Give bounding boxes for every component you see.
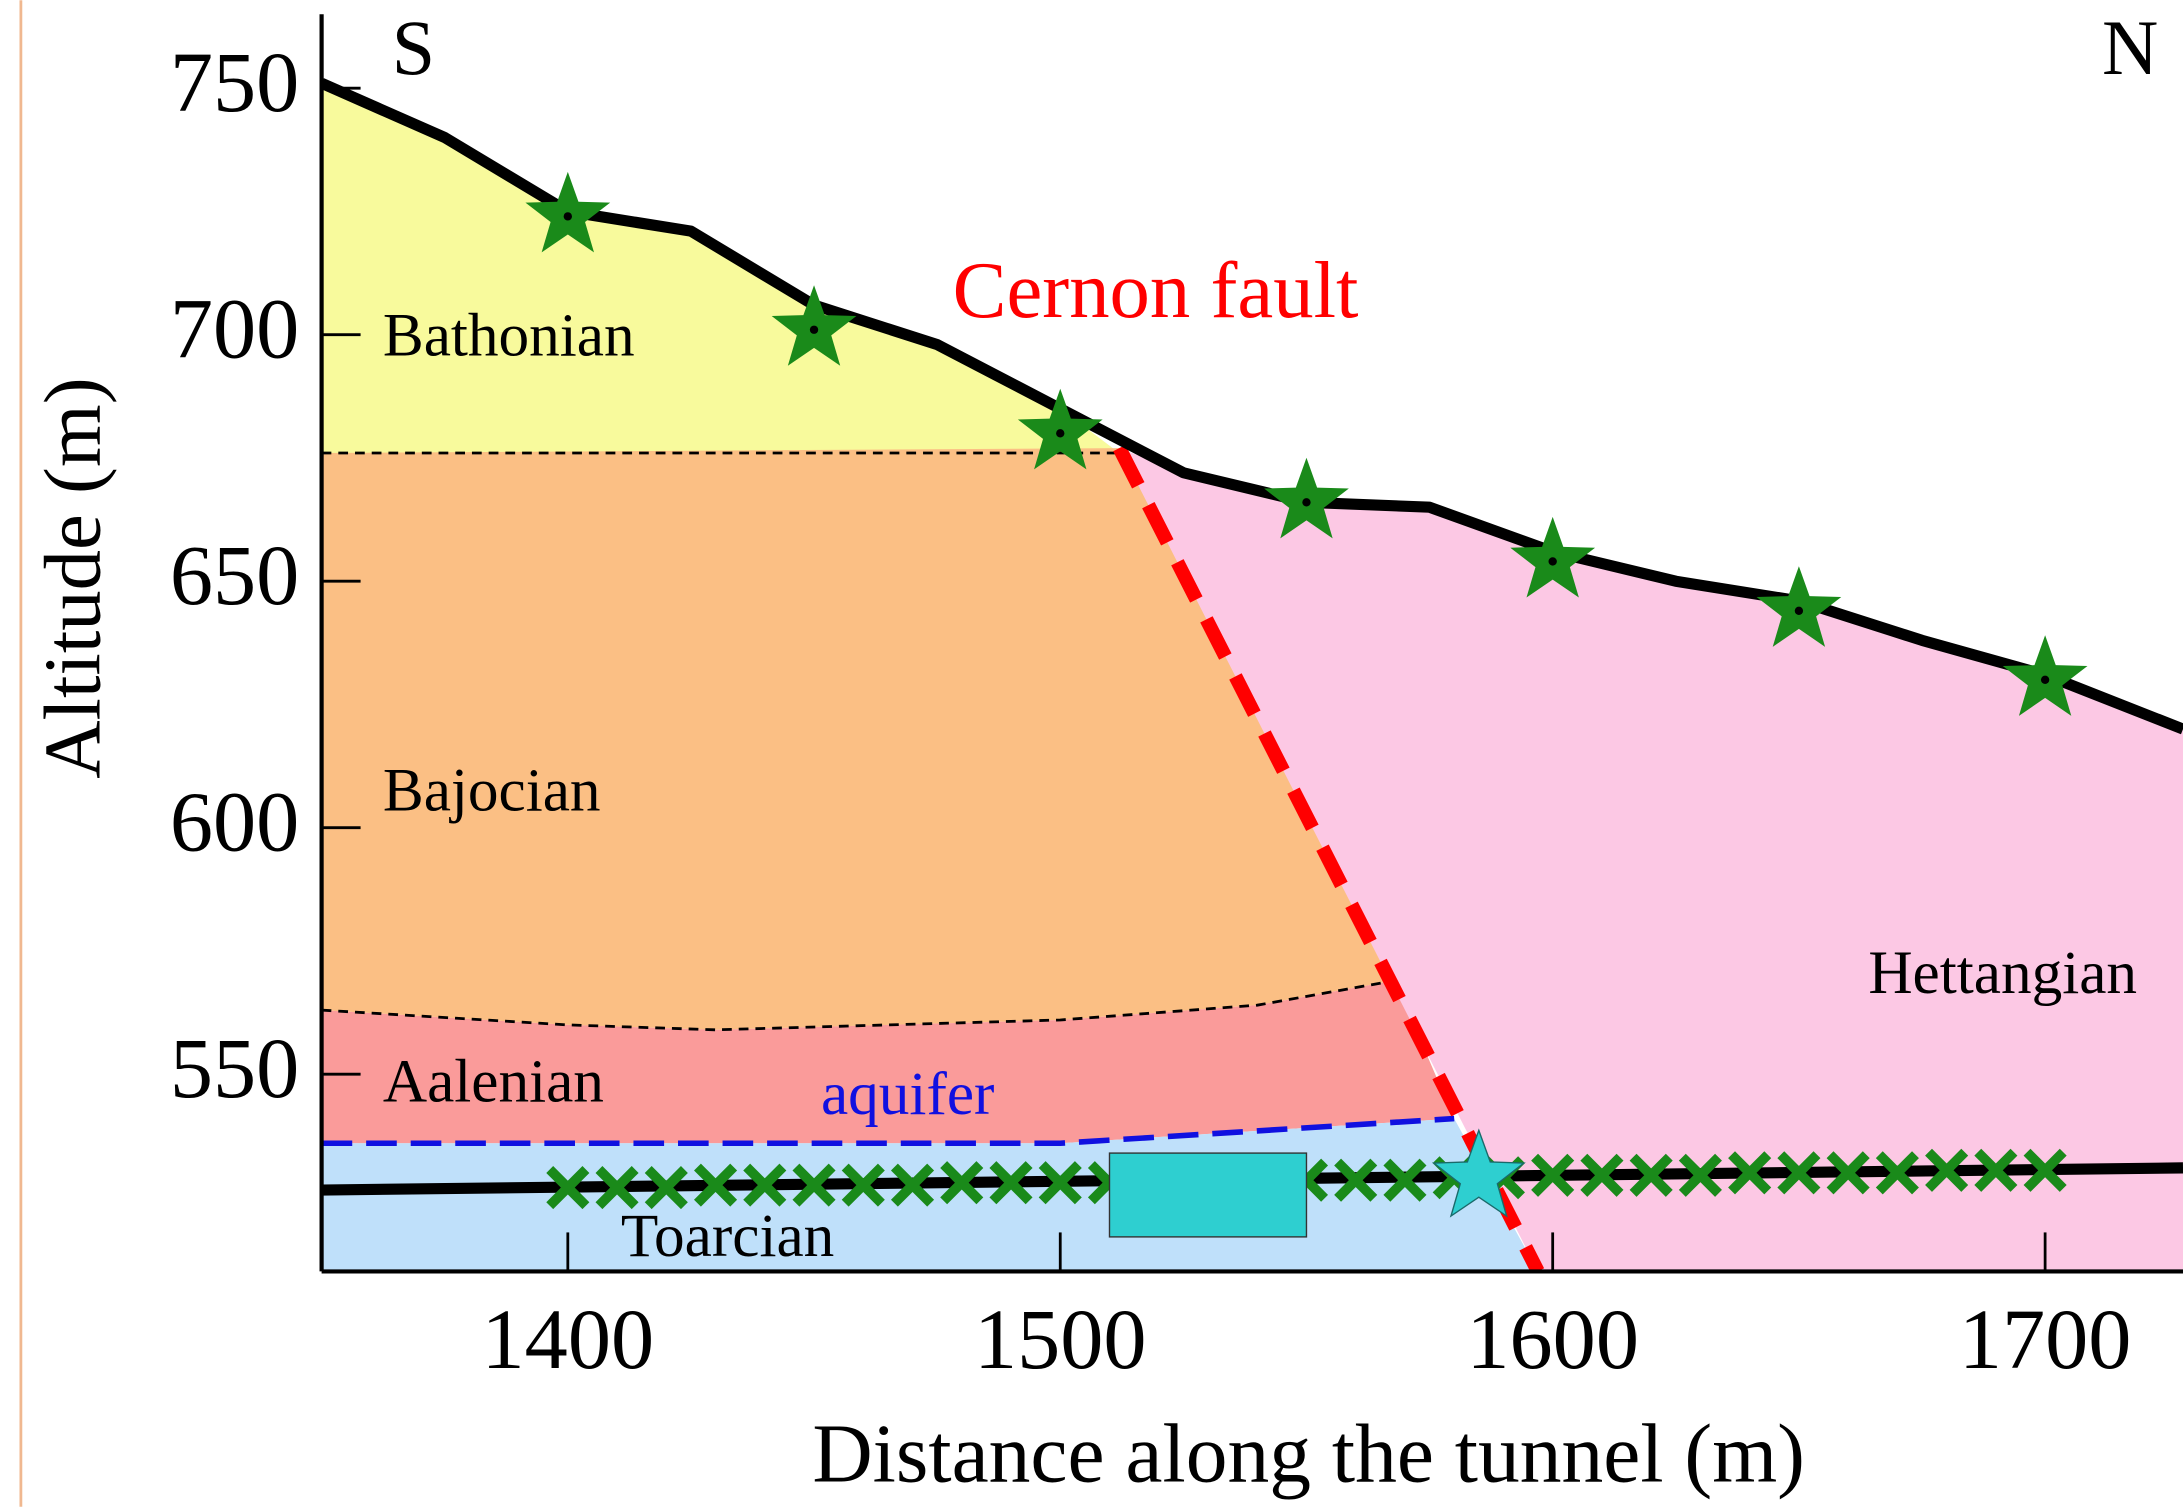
layer-label: Bajocian — [383, 757, 601, 825]
y-tick-label: 550 — [170, 1020, 299, 1116]
layer-label: Aalenian — [383, 1048, 604, 1116]
x-axis-label: Distance along the tunnel (m) — [812, 1408, 1805, 1500]
star-center — [1549, 557, 1557, 565]
y-tick-label: 750 — [170, 34, 299, 130]
layer-label: Bathonian — [383, 301, 635, 369]
y-tick-label: 650 — [170, 527, 299, 623]
star-center — [564, 212, 572, 220]
fault-label: Cernon fault — [953, 246, 1359, 335]
chart: Bathonian Bajocian Aalenian Toarcian Hettang… — [0, 0, 2183, 1507]
aquifer-label: aquifer — [821, 1060, 994, 1128]
gallery — [1109, 1153, 1306, 1237]
direction-label: N — [2102, 5, 2158, 91]
star-center — [1795, 607, 1803, 615]
layer-label: Hettangian — [1868, 939, 2137, 1007]
x-tick-label: 1600 — [1466, 1291, 1639, 1387]
y-tick-label: 700 — [170, 280, 299, 376]
star-center — [810, 326, 818, 334]
star-center — [2041, 676, 2049, 684]
plot-area: Bathonian Bajocian Aalenian Toarcian Hettang… — [322, 83, 2183, 1271]
direction-label: S — [392, 5, 435, 91]
x-tick-label: 1500 — [974, 1291, 1147, 1387]
star-center — [1302, 498, 1310, 506]
y-axis-label: Altitude (m) — [28, 377, 117, 778]
x-tick-label: 1400 — [482, 1291, 655, 1387]
x-tick-label: 1700 — [1959, 1291, 2132, 1387]
y-tick-label: 600 — [170, 773, 299, 869]
page: Bathonian Bajocian Aalenian Toarcian Hettang… — [0, 0, 2183, 1507]
star-center — [1056, 429, 1064, 437]
layer-label: Toarcian — [621, 1202, 834, 1270]
